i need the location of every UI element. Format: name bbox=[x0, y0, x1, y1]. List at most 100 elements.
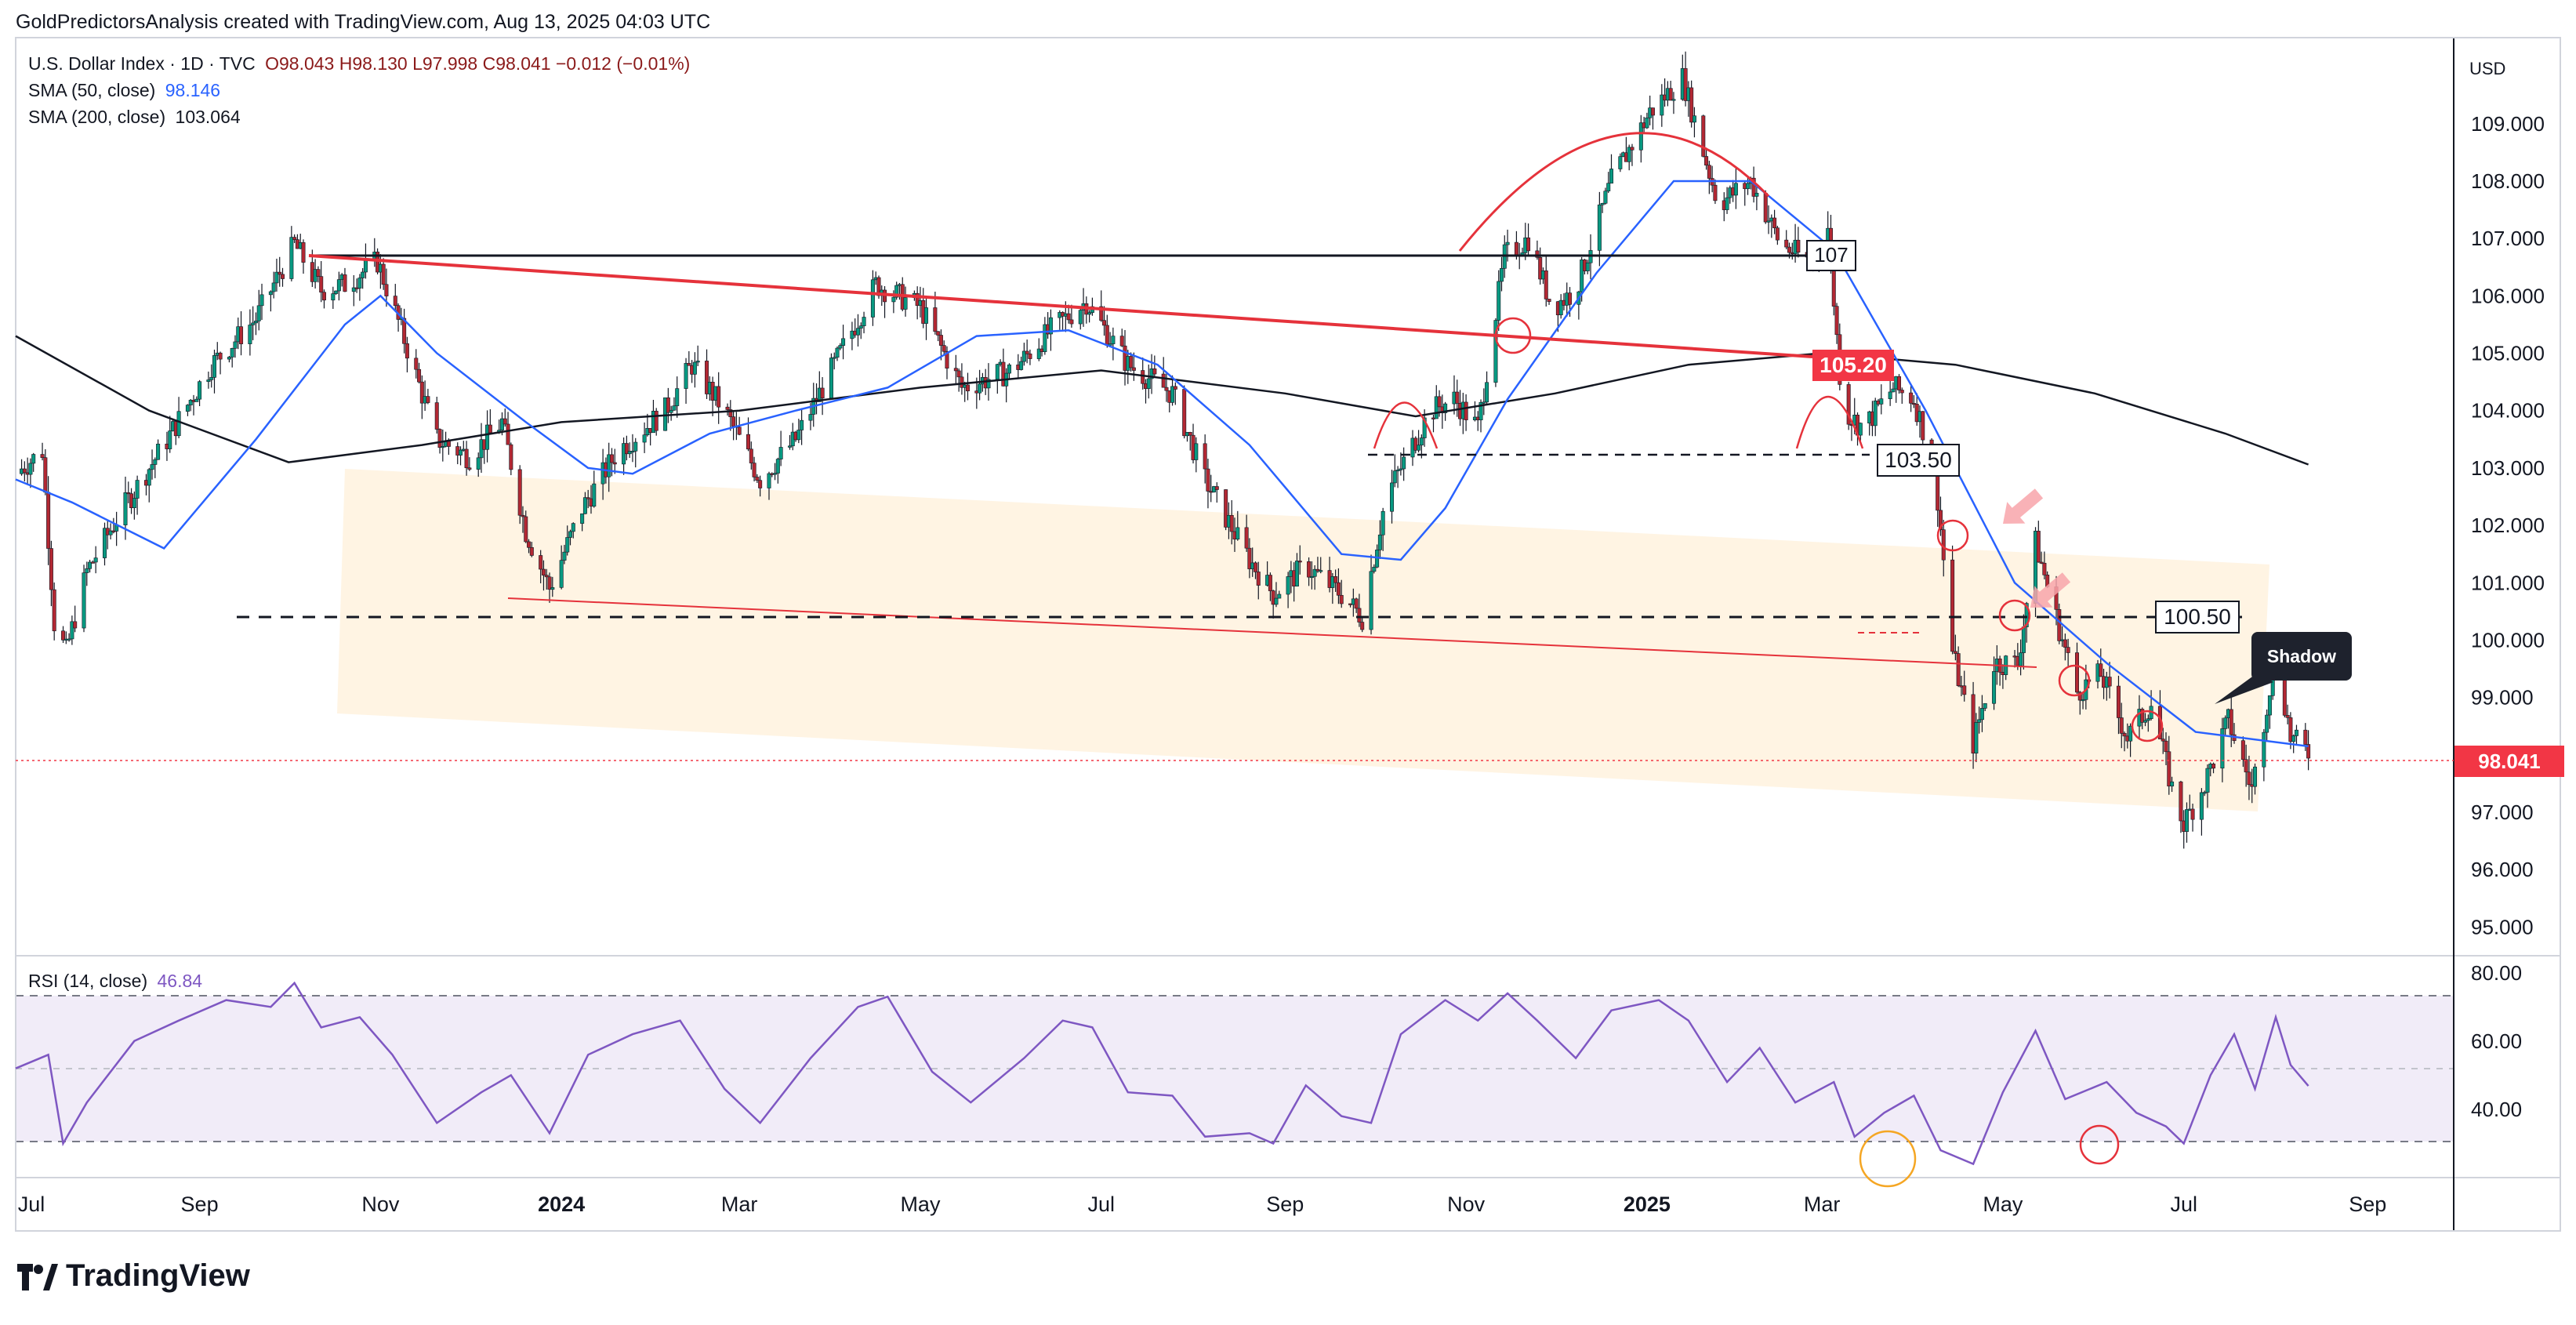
candle-body bbox=[820, 387, 825, 399]
candle-body bbox=[28, 463, 33, 475]
chart-svg[interactable]: 109.000 108.000 107.000 106.000 105.000 104.0… bbox=[0, 0, 2576, 1254]
candle-body bbox=[476, 457, 481, 470]
candle-body bbox=[755, 477, 760, 481]
candle-body bbox=[1603, 191, 1608, 204]
candle-body bbox=[539, 555, 543, 570]
candle-body bbox=[1274, 597, 1279, 605]
candle-body bbox=[1899, 390, 1904, 394]
candle-body bbox=[778, 447, 783, 459]
price-tick-label: 109.000 bbox=[2471, 112, 2545, 136]
candle-body bbox=[1873, 400, 1878, 427]
candle-body bbox=[1214, 486, 1219, 490]
candle-body bbox=[1733, 183, 1738, 196]
sma50-legend[interactable]: SMA (50, close) 98.146 bbox=[28, 80, 225, 101]
candle-body bbox=[1977, 719, 1982, 723]
candle-body bbox=[268, 291, 273, 296]
candle-body bbox=[1319, 570, 1323, 572]
candle-body bbox=[147, 469, 151, 486]
candle-body bbox=[1707, 165, 1711, 179]
label-105-20[interactable]: 105.20 bbox=[1812, 350, 1894, 381]
time-tick-label: Sep bbox=[181, 1192, 219, 1216]
candle-body bbox=[1500, 268, 1504, 282]
candle-body bbox=[692, 361, 697, 375]
candle-body bbox=[301, 242, 306, 263]
candle-body bbox=[841, 338, 846, 346]
tradingview-footer[interactable]: TradingView bbox=[17, 1258, 250, 1294]
candle-body bbox=[544, 575, 549, 578]
label-107[interactable]: 107 bbox=[1806, 240, 1856, 271]
rsi-legend[interactable]: RSI (14, close) 46.84 bbox=[28, 971, 207, 992]
label-100-50[interactable]: 100.50 bbox=[2155, 601, 2240, 633]
symbol-name: U.S. Dollar Index · 1D · TVC bbox=[28, 53, 256, 74]
price-tick-label: 96.000 bbox=[2471, 858, 2534, 881]
price-tick-label: 107.000 bbox=[2471, 227, 2545, 250]
last-price-tag[interactable]: 98.041 bbox=[2454, 746, 2564, 777]
price-axis[interactable]: 109.000 108.000 107.000 106.000 105.000 104.0… bbox=[2471, 112, 2545, 939]
time-axis[interactable]: Jul Sep Nov 2024 Mar May Jul Sep Nov 2025 Mar May Ju… bbox=[18, 1192, 2387, 1216]
candle-body bbox=[1360, 622, 1365, 630]
candle-body bbox=[1253, 562, 1257, 572]
sma200-legend[interactable]: SMA (200, close) 103.064 bbox=[28, 107, 245, 128]
candle-body bbox=[1535, 250, 1540, 258]
candle-body bbox=[1069, 319, 1074, 325]
candle-body bbox=[150, 464, 154, 470]
candle-body bbox=[808, 414, 813, 421]
candle-body bbox=[2211, 764, 2216, 769]
candle-body bbox=[251, 322, 256, 325]
rsi-circle-apr bbox=[1859, 1130, 1917, 1188]
symbol-legend[interactable]: U.S. Dollar Index · 1D · TVC O98.043 H98… bbox=[28, 53, 695, 74]
candle-body bbox=[903, 297, 908, 310]
candle-body bbox=[1224, 489, 1228, 528]
candle-body bbox=[2223, 717, 2228, 729]
shadow-callout[interactable]: Shadow bbox=[2215, 632, 2352, 704]
candle-body bbox=[705, 361, 709, 394]
candle-body bbox=[227, 357, 231, 360]
candle-body bbox=[915, 292, 920, 307]
candle-body bbox=[1796, 239, 1801, 253]
candle-body bbox=[978, 383, 982, 394]
candle-body bbox=[281, 274, 285, 279]
candle-body bbox=[503, 418, 507, 425]
candle-body bbox=[695, 361, 700, 363]
sma50-label: SMA (50, close) bbox=[28, 80, 156, 100]
candle-body bbox=[1244, 527, 1249, 549]
candle-body bbox=[357, 278, 362, 289]
candle-body bbox=[1580, 260, 1584, 292]
candle-body bbox=[592, 483, 597, 507]
candle-body bbox=[1286, 576, 1290, 595]
candle-body bbox=[559, 560, 564, 588]
candle-body bbox=[1141, 370, 1145, 384]
candle-body bbox=[206, 379, 211, 383]
candle-body bbox=[132, 498, 136, 509]
candle-body bbox=[1609, 169, 1613, 183]
shadow-callout-text: Shadow bbox=[2267, 646, 2336, 666]
price-tick-label: 97.000 bbox=[2471, 800, 2534, 824]
candle-body bbox=[856, 328, 861, 336]
candle-body bbox=[1618, 156, 1623, 169]
candle-body bbox=[1312, 568, 1317, 577]
candle-body bbox=[565, 537, 570, 553]
candle-body bbox=[1170, 386, 1175, 403]
candle-body bbox=[758, 480, 763, 488]
sma200-label: SMA (200, close) bbox=[28, 107, 166, 127]
candle-body bbox=[1078, 310, 1083, 325]
rsi-axis[interactable]: 80.00 60.00 40.00 bbox=[2471, 961, 2522, 1121]
candle-body bbox=[2042, 562, 2047, 575]
candle-body bbox=[1419, 437, 1424, 446]
candle-body bbox=[1683, 68, 1688, 101]
time-tick-label: May bbox=[1983, 1192, 2023, 1216]
candle-body bbox=[426, 396, 430, 403]
candle-body bbox=[1417, 445, 1421, 451]
currency-label[interactable]: USD bbox=[2469, 59, 2505, 78]
label-103-50[interactable]: 103.50 bbox=[1877, 444, 1960, 477]
candle-body bbox=[256, 305, 261, 321]
candle-body bbox=[1392, 470, 1397, 484]
candle-body bbox=[1203, 443, 1207, 470]
candle-body bbox=[1671, 99, 1676, 101]
candle-body bbox=[336, 279, 341, 292]
candle-body bbox=[1111, 336, 1116, 344]
time-tick-label: Sep bbox=[1266, 1192, 1304, 1216]
candle-body bbox=[666, 397, 670, 413]
candle-body bbox=[67, 638, 71, 641]
candle-body bbox=[1206, 468, 1210, 492]
